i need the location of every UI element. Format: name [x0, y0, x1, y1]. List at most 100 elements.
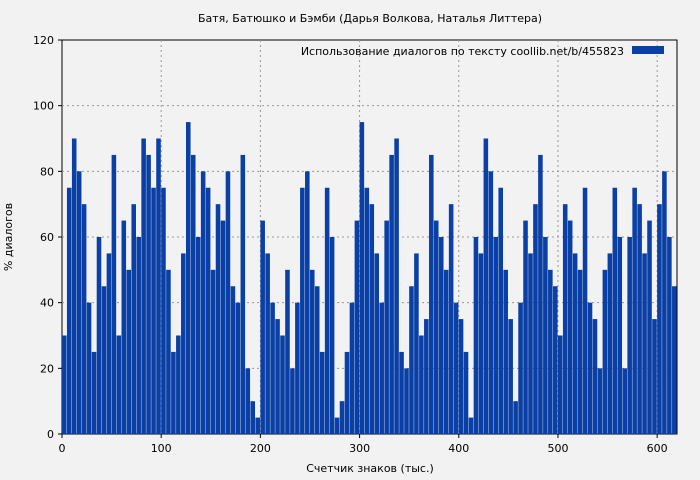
bar — [200, 171, 206, 435]
bar — [76, 171, 82, 435]
bar — [488, 171, 494, 435]
bar — [483, 138, 489, 434]
bar — [106, 253, 112, 434]
y-tick-label: 80 — [40, 165, 54, 178]
bar — [364, 187, 370, 434]
bar — [508, 319, 513, 434]
bar — [245, 368, 251, 434]
bar — [672, 286, 677, 434]
bar — [176, 335, 181, 434]
bar — [612, 187, 618, 434]
bar — [617, 237, 623, 434]
bar — [414, 253, 419, 434]
legend: Использование диалогов по тексту coollib… — [301, 45, 664, 58]
bar — [384, 220, 389, 434]
x-tick-label: 200 — [250, 442, 271, 455]
bar — [344, 351, 350, 434]
chart-title: Батя, Батюшко и Бэмби (Дарья Волкова, На… — [198, 12, 542, 25]
bar — [96, 237, 102, 434]
bar — [543, 237, 548, 434]
x-tick-label: 100 — [151, 442, 172, 455]
bar — [265, 253, 270, 434]
bar — [632, 187, 637, 434]
bar — [662, 171, 667, 435]
bar — [141, 138, 146, 434]
bar — [458, 319, 464, 434]
bar — [572, 253, 578, 434]
bar — [473, 237, 479, 434]
bar — [81, 204, 87, 434]
bar — [429, 154, 434, 434]
x-tick-label: 600 — [647, 442, 668, 455]
bar — [260, 220, 265, 434]
legend-swatch — [632, 46, 664, 54]
bar — [329, 237, 335, 434]
bar — [131, 204, 136, 434]
bar — [210, 269, 216, 434]
bar — [567, 220, 573, 434]
legend-label: Использование диалогов по тексту coollib… — [301, 45, 624, 58]
bar — [399, 351, 404, 434]
bar — [548, 269, 553, 434]
bar — [389, 154, 394, 434]
bar — [657, 204, 662, 434]
y-tick-label: 0 — [47, 428, 54, 441]
bar — [667, 237, 672, 434]
bar — [503, 269, 508, 434]
axes: 0 20 40 60 80 100 120 0 100 200 300 400 500 600 — [33, 34, 668, 455]
bar — [419, 335, 424, 434]
y-axis-label: % диалогов — [2, 203, 15, 271]
bar — [652, 319, 657, 434]
bar — [205, 187, 211, 434]
bar — [285, 269, 290, 434]
bar — [295, 302, 300, 434]
bar — [394, 138, 399, 434]
bar — [349, 302, 355, 434]
bar — [126, 269, 132, 434]
bar — [528, 253, 533, 434]
bar — [151, 187, 156, 434]
bar — [255, 417, 260, 434]
bar — [438, 237, 444, 434]
bar — [136, 237, 141, 434]
bar — [319, 351, 325, 434]
bar — [220, 220, 226, 434]
bar — [538, 154, 543, 434]
x-tick-label: 500 — [547, 442, 568, 455]
bar — [339, 401, 345, 434]
bar — [161, 187, 166, 434]
bar — [587, 302, 593, 434]
bar — [156, 138, 161, 434]
x-axis-label: Счетчик знаков (тыс.) — [306, 462, 434, 475]
bar — [582, 187, 588, 434]
y-tick-label: 40 — [40, 297, 54, 310]
bar — [637, 204, 642, 434]
x-tick-label: 400 — [448, 442, 469, 455]
bar — [166, 269, 171, 434]
bar — [111, 154, 117, 434]
bar — [305, 171, 310, 435]
bar — [240, 154, 246, 434]
bar — [453, 302, 459, 434]
bar — [443, 269, 449, 434]
bar — [642, 253, 647, 434]
bar — [468, 417, 474, 434]
bar — [146, 154, 151, 434]
bar — [424, 319, 429, 434]
bars — [62, 122, 677, 435]
x-tick-label: 0 — [59, 442, 66, 455]
bar — [185, 122, 191, 434]
bar — [290, 368, 295, 434]
bar — [121, 220, 127, 434]
bar — [300, 187, 305, 434]
bar — [71, 138, 77, 434]
bar — [334, 417, 340, 434]
bar — [553, 286, 558, 434]
bar — [250, 401, 256, 434]
bar — [533, 204, 538, 434]
bar — [116, 335, 122, 434]
bar — [359, 122, 365, 434]
bar — [562, 204, 568, 434]
bar — [647, 220, 652, 434]
